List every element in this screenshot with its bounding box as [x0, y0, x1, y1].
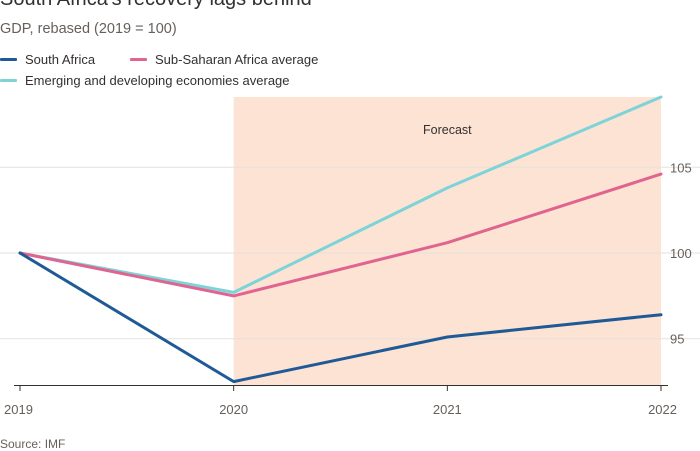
x-tick-label-2019: 2019 [4, 402, 33, 417]
chart-subtitle: GDP, rebased (2019 = 100) [0, 21, 177, 37]
series-line-sub-saharan-africa-average [18, 172, 663, 298]
legend-label-emerging-developing: Emerging and developing economies averag… [25, 73, 290, 88]
legend-item-sub-saharan-africa: Sub-Saharan Africa average [130, 52, 318, 67]
forecast-region [233, 97, 661, 385]
y-tick-label-105: 105 [670, 160, 692, 175]
forecast-label: Forecast [423, 123, 472, 137]
x-tick-label-2020: 2020 [219, 402, 248, 417]
legend-label-sub-saharan-africa: Sub-Saharan Africa average [155, 52, 319, 67]
legend-item-emerging-developing: Emerging and developing economies averag… [0, 73, 290, 88]
chart-title: South Africa's recovery lags behind [0, 0, 312, 11]
legend-swatch-emerging-developing [0, 79, 17, 82]
legend-swatch-south-africa [0, 58, 17, 61]
legend-item-south-africa: South Africa [0, 52, 95, 67]
legend-label-south-africa: South Africa [25, 52, 96, 67]
y-tick-label-100: 100 [670, 246, 692, 261]
source-note: Source: IMF [0, 437, 66, 451]
series-line-emerging-and-developing-economies-average [18, 95, 663, 294]
series-line-south-africa [18, 251, 663, 384]
y-tick-label-95: 95 [670, 332, 684, 347]
x-tick-label-2022: 2022 [648, 402, 677, 417]
x-tick-label-2021: 2021 [433, 402, 462, 417]
legend-swatch-sub-saharan-africa [130, 58, 147, 61]
